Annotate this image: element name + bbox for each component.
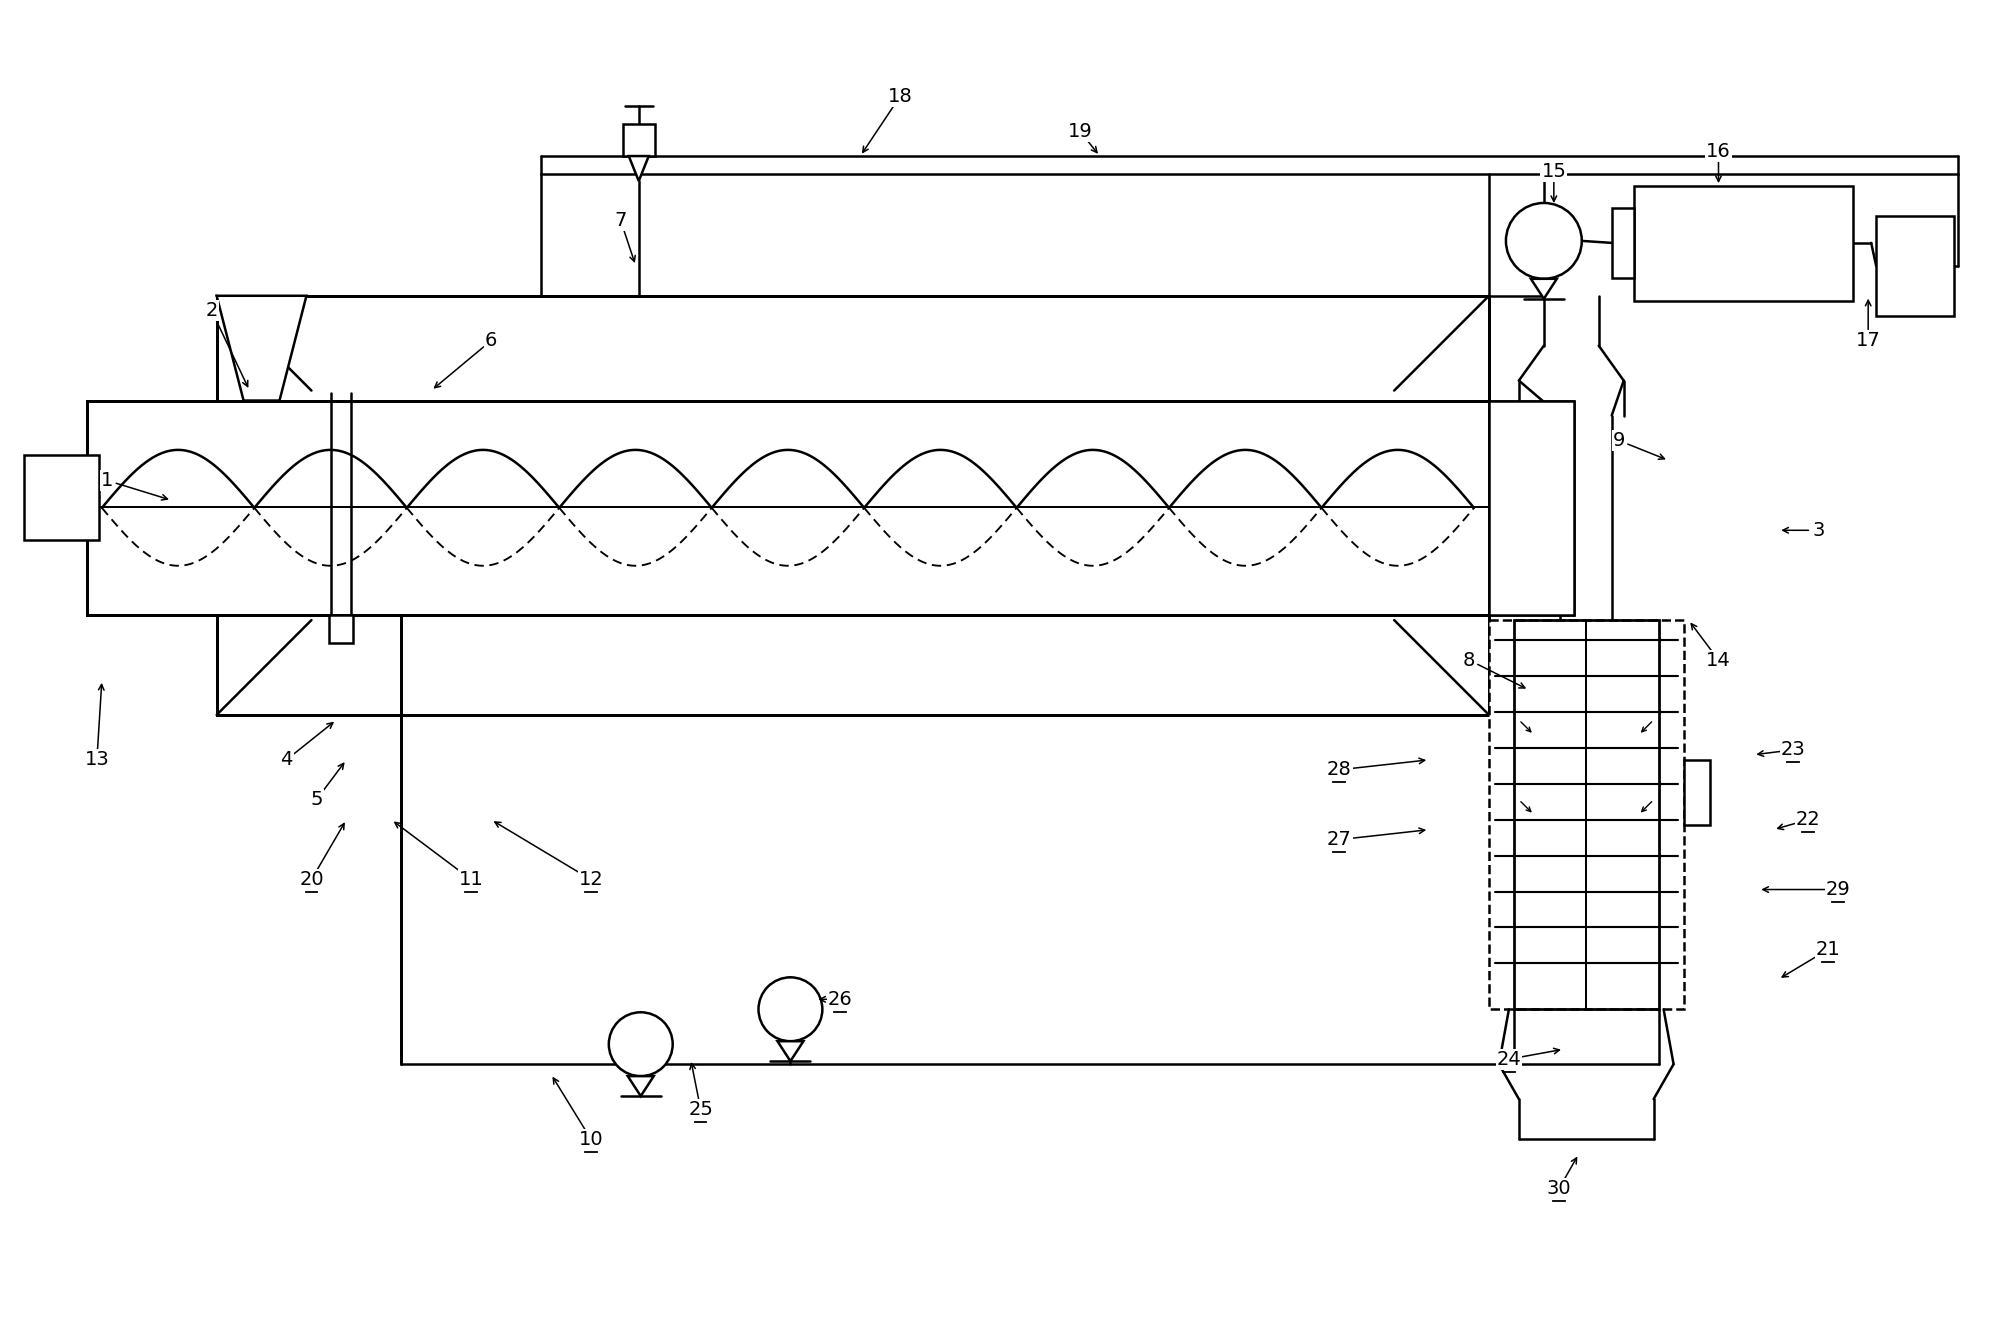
Bar [1489, 401, 1574, 616]
Bar [1634, 186, 1854, 301]
Bar [1612, 208, 1634, 277]
Text: 28: 28 [1327, 760, 1353, 779]
Text: 17: 17 [1856, 332, 1880, 350]
Bar [88, 401, 1489, 616]
Polygon shape [777, 1042, 803, 1062]
Circle shape [1506, 203, 1582, 279]
Text: 23: 23 [1780, 740, 1806, 759]
Text: 6: 6 [486, 332, 498, 350]
Text: 13: 13 [84, 750, 110, 770]
Text: 24: 24 [1497, 1050, 1520, 1068]
Bar [1489, 620, 1684, 1010]
Text: 1: 1 [100, 471, 114, 490]
Text: 12: 12 [579, 871, 603, 889]
Bar [623, 125, 655, 157]
Polygon shape [627, 1076, 653, 1096]
Text: 18: 18 [887, 86, 913, 106]
Bar [330, 616, 354, 644]
Text: 21: 21 [1816, 940, 1840, 959]
Bar [1684, 760, 1710, 824]
Polygon shape [629, 157, 649, 180]
Text: 29: 29 [1826, 880, 1850, 898]
Bar [24, 455, 98, 540]
Text: 30: 30 [1546, 1180, 1570, 1198]
Text: 2: 2 [206, 301, 218, 320]
Bar [1876, 216, 1954, 316]
Text: 15: 15 [1540, 162, 1566, 180]
Text: 11: 11 [460, 871, 484, 889]
Text: 25: 25 [687, 1100, 713, 1119]
Text: 7: 7 [615, 211, 627, 231]
Text: 3: 3 [1812, 520, 1824, 540]
Bar [216, 296, 1489, 715]
Polygon shape [216, 296, 306, 401]
Text: 10: 10 [579, 1129, 603, 1148]
Text: 8: 8 [1463, 650, 1475, 670]
Text: 5: 5 [310, 790, 324, 809]
Polygon shape [1530, 279, 1556, 299]
Circle shape [759, 978, 823, 1042]
Text: 4: 4 [280, 750, 292, 770]
Text: 26: 26 [827, 990, 853, 1009]
Text: 19: 19 [1067, 122, 1093, 141]
Text: 14: 14 [1706, 650, 1730, 670]
Text: 9: 9 [1612, 431, 1624, 450]
Text: 27: 27 [1327, 831, 1353, 849]
Bar [1514, 620, 1658, 1010]
Circle shape [609, 1013, 673, 1076]
Text: 16: 16 [1706, 142, 1730, 161]
Text: 22: 22 [1796, 811, 1820, 829]
Text: 20: 20 [300, 871, 324, 889]
